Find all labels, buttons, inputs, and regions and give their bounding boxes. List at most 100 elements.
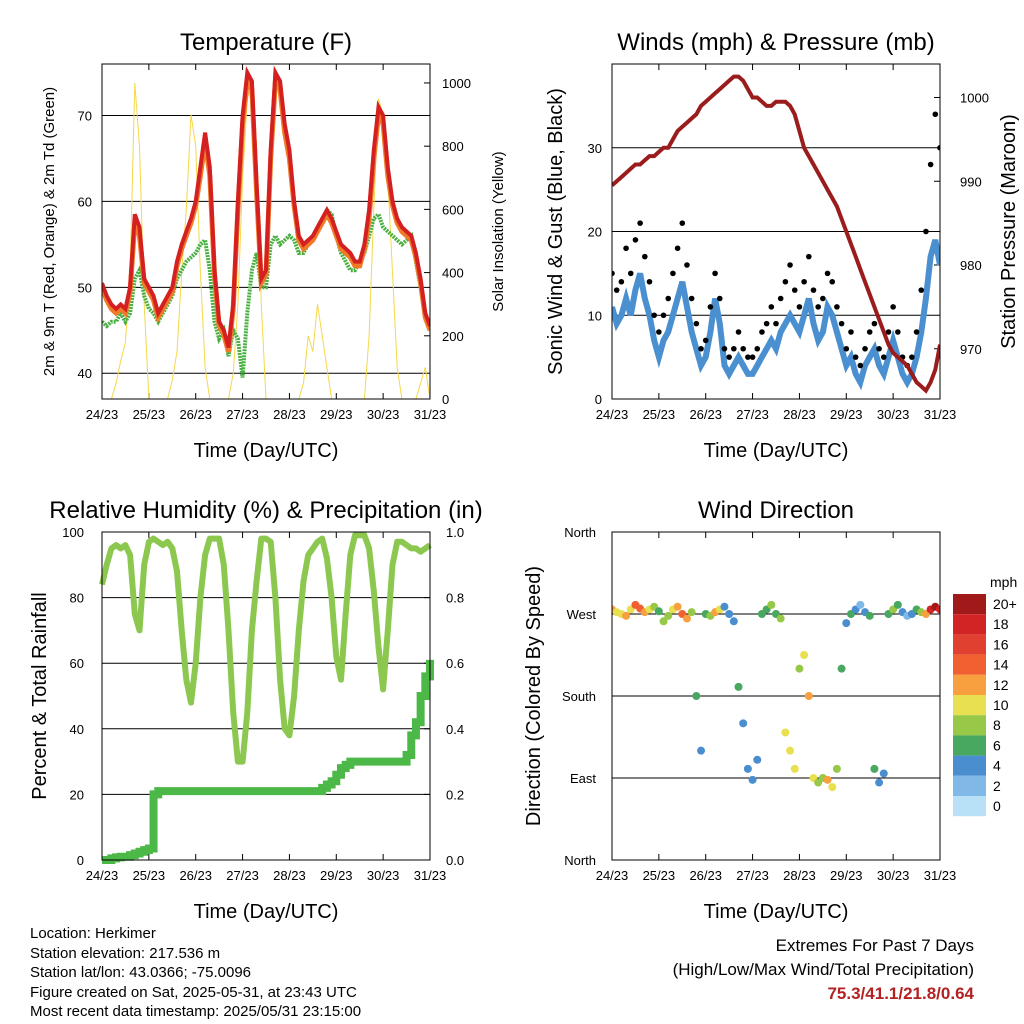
temp-2m-line: [102, 65, 430, 349]
y-tick-label: 70: [78, 109, 92, 124]
gust-point: [670, 270, 676, 277]
y-tick-label-right: 1000: [442, 76, 471, 91]
x-tick-label: 24/23: [596, 407, 629, 422]
direction-point: [692, 692, 701, 700]
direction-point: [936, 605, 940, 614]
x-tick-label: 24/23: [86, 868, 119, 883]
x-tick-label: 28/23: [783, 407, 816, 422]
direction-point: [795, 664, 804, 673]
direction-point: [725, 610, 734, 618]
gust-point: [716, 295, 723, 302]
direction-point: [743, 764, 752, 773]
extremes-values: 75.3/41.1/21.8/0.64: [827, 984, 974, 1003]
legend-swatch: [953, 715, 986, 736]
y-tick-label: West: [567, 607, 597, 622]
y-tick-label-right: 0.8: [446, 591, 464, 606]
gust-point: [612, 270, 615, 277]
gust-point: [796, 304, 803, 310]
gust-point: [688, 295, 695, 302]
pressure-line: [612, 74, 940, 394]
legend-swatch: [953, 775, 986, 796]
extremes-box: Extremes For Past 7 Days (High/Low/Max W…: [673, 934, 974, 1006]
gust-point: [880, 354, 887, 360]
y-tick-label-right: 0.0: [446, 853, 464, 868]
gust-point: [782, 278, 789, 285]
legend-swatch: [953, 594, 986, 615]
y-tick-label: 10: [588, 308, 602, 323]
gust-point: [698, 345, 704, 352]
y-axis-label-right: Solar Insolation (Yellow): [490, 151, 507, 311]
temp-9m-line: [102, 72, 430, 353]
gust-point: [843, 345, 850, 352]
direction-point: [837, 664, 846, 673]
direction-point: [748, 775, 757, 784]
gust-point: [642, 253, 648, 260]
direction-point: [622, 611, 631, 620]
direction-point: [856, 600, 865, 609]
gust-point: [923, 228, 929, 235]
gust-point: [646, 278, 653, 285]
gust-point: [627, 270, 634, 277]
direction-point: [790, 764, 799, 773]
y-tick-label-right: 600: [442, 202, 464, 217]
legend-label: 6: [993, 737, 1001, 753]
x-tick-label: 30/23: [367, 407, 400, 422]
gust-point: [909, 354, 915, 360]
gust-point: [735, 329, 742, 335]
direction-point: [842, 619, 851, 628]
y-tick-label: 50: [78, 280, 92, 295]
gust-point: [862, 345, 868, 352]
x-tick-label: 29/23: [320, 407, 353, 422]
x-axis-label: Time (Day/UTC): [194, 440, 339, 462]
legend-label: 0: [993, 798, 1001, 814]
station-elevation: Station elevation: 217.536 m: [30, 944, 221, 962]
gust-point: [777, 295, 784, 302]
y-tick-label-right: 200: [442, 329, 464, 344]
y-axis-label: Percent & Total Rainfall: [29, 592, 51, 800]
x-tick-label: 26/23: [689, 407, 722, 422]
plot-area: [612, 600, 940, 792]
y-tick-label: 80: [70, 591, 84, 606]
gust-point: [613, 287, 620, 293]
gust-point: [656, 329, 662, 335]
plot-frame: [101, 63, 431, 400]
x-tick-label: 28/23: [273, 868, 306, 883]
x-tick-label: 30/23: [367, 868, 400, 883]
gust-point: [745, 354, 751, 360]
direction-point: [786, 746, 795, 755]
y-tick-label: 60: [70, 656, 84, 671]
gust-point: [651, 312, 657, 319]
y-tick-label: 20: [70, 787, 84, 802]
y-tick-label-right: 970: [960, 342, 982, 357]
gust-point: [824, 270, 831, 277]
legend-label: 16: [993, 636, 1009, 652]
direction-point: [870, 764, 879, 773]
x-tick-label: 26/23: [179, 868, 212, 883]
wind-direction-panel: Wind Direction Time (Day/UTC) Direction (C…: [523, 497, 956, 923]
legend-swatch: [953, 674, 986, 695]
x-axis-label: Time (Day/UTC): [704, 901, 849, 923]
direction-point: [654, 607, 663, 616]
plot-area: [612, 74, 940, 394]
direction-point: [753, 755, 762, 764]
y-tick-label-right: 1000: [960, 91, 989, 106]
direction-point: [893, 600, 902, 609]
legend-label: 2: [993, 778, 1001, 794]
direction-point: [697, 746, 706, 755]
y-tick-label-right: 980: [960, 258, 982, 273]
direction-point: [800, 651, 809, 659]
x-tick-label: 29/23: [830, 407, 863, 422]
sonic-wind-line: [612, 239, 940, 391]
gust-point: [806, 253, 812, 260]
x-tick-label: 24/23: [86, 407, 119, 422]
gust-point: [754, 345, 761, 352]
extremes-title: Extremes For Past 7 Days: [775, 936, 974, 955]
speed-legend: mph 20+ 18 16 14 12 10 8 6 4 2 0: [953, 574, 1017, 817]
gust-point: [838, 320, 845, 327]
plot-frame: [611, 531, 941, 861]
y-axis-label: 2m & 9m T (Red, Orange) & 2m Td (Green): [41, 87, 58, 376]
plot-area: [102, 65, 430, 399]
chart-title: Temperature (F): [180, 29, 352, 56]
gust-point: [895, 329, 901, 335]
